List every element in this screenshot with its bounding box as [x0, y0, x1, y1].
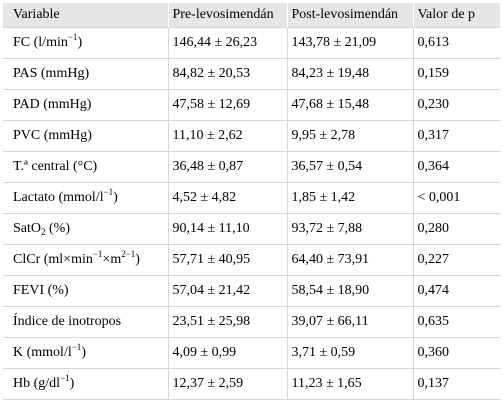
cell-variable: K (mmol/l−1): [3, 337, 168, 369]
cell-p-value: 0,137: [412, 368, 500, 400]
cell-pre: 47,58 ± 12,69: [167, 89, 287, 121]
cell-variable: FEVI (%): [3, 275, 168, 307]
variable-sub: 2: [41, 227, 46, 237]
cell-pre: 57,04 ± 21,42: [167, 275, 287, 307]
cell-pre: 4,09 ± 0,99: [167, 337, 287, 369]
table-row: FEVI (%) 57,04 ± 21,42 58,54 ± 18,90 0,474: [3, 275, 500, 307]
variable-after: ): [113, 190, 118, 205]
data-table: Variable Pre-levosimendán Post-levosimen…: [3, 3, 500, 400]
cell-pre: 12,37 ± 2,59: [167, 368, 287, 400]
variable-text: K (mmol/l: [13, 345, 72, 360]
variable-sup: −1: [103, 187, 114, 197]
cell-variable: ClCr (ml×min−1×m2−1): [3, 244, 168, 276]
variable-text: Lactato (mmol/l: [13, 190, 104, 205]
cell-p-value: 0,230: [412, 89, 500, 121]
table-row: K (mmol/l−1) 4,09 ± 0,99 3,71 ± 0,59 0,360: [3, 337, 500, 369]
variable-after: ): [77, 35, 83, 50]
cell-variable: Índice de inotropos: [3, 306, 168, 338]
cell-p-value: 0,227: [412, 244, 500, 276]
cell-pre: 84,82 ± 20,53: [167, 58, 287, 90]
variable-sup: −1: [67, 32, 78, 42]
table-row: ClCr (ml×min−1×m2−1) 57,71 ± 40,95 64,40 ±…: [3, 244, 500, 276]
cell-variable: PVC (mmHg): [3, 120, 168, 152]
header-post: Post-levosimendán: [286, 3, 413, 28]
variable-sup: −1: [92, 249, 103, 259]
cell-variable: T.ª central (°C): [3, 151, 168, 183]
variable-text: Índice de inotropos: [13, 314, 122, 329]
cell-p-value: 0,474: [412, 275, 500, 307]
variable-sup: −1: [60, 373, 70, 383]
cell-p-value: 0,364: [412, 151, 500, 183]
cell-post: 1,85 ± 1,42: [286, 182, 413, 214]
cell-variable: Lactato (mmol/l−1): [3, 182, 168, 214]
cell-p-value: < 0,001: [412, 182, 500, 214]
cell-post: 36,57 ± 0,54: [286, 151, 413, 183]
variable-sup2: 2−1: [121, 249, 136, 259]
cell-pre: 146,44 ± 26,23: [167, 27, 287, 59]
cell-p-value: 0,360: [412, 337, 500, 369]
cell-post: 39,07 ± 66,11: [286, 306, 413, 338]
table-body: FC (l/min−1) 146,44 ± 26,23 143,78 ± 21,09…: [3, 27, 500, 400]
variable-text: FEVI (%): [13, 283, 69, 298]
cell-pre: 23,51 ± 25,98: [167, 306, 287, 338]
cell-p-value: 0,635: [412, 306, 500, 338]
cell-post: 84,23 ± 19,48: [286, 58, 413, 90]
cell-post: 11,23 ± 1,65: [286, 368, 413, 400]
cell-post: 64,40 ± 73,91: [286, 244, 413, 276]
cell-p-value: 0,159: [412, 58, 500, 90]
cell-pre: 11,10 ± 2,62: [167, 120, 287, 152]
cell-pre: 4,52 ± 4,82: [167, 182, 287, 214]
variable-text: PVC (mmHg): [13, 128, 92, 143]
table-row: Hb (g/dl−1) 12,37 ± 2,59 11,23 ± 1,65 0,137: [3, 368, 500, 400]
cell-pre: 36,48 ± 0,87: [167, 151, 287, 183]
cell-variable: PAS (mmHg): [3, 58, 168, 90]
variable-after: (%): [45, 221, 70, 236]
variable-after: ): [135, 252, 140, 267]
cell-p-value: 0,613: [412, 27, 500, 59]
cell-p-value: 0,280: [412, 213, 500, 245]
cell-variable: Hb (g/dl−1): [3, 368, 168, 400]
cell-post: 58,54 ± 18,90: [286, 275, 413, 307]
cell-variable: SatO2 (%): [3, 213, 168, 245]
table-header: Variable Pre-levosimendán Post-levosimen…: [3, 3, 500, 28]
table-row: T.ª central (°C) 36,48 ± 0,87 36,57 ± 0,54…: [3, 151, 500, 183]
cell-post: 93,72 ± 7,88: [286, 213, 413, 245]
variable-text: Hb (g/dl: [13, 376, 61, 391]
cell-pre: 57,71 ± 40,95: [167, 244, 287, 276]
variable-after: ): [81, 345, 86, 360]
table-row: SatO2 (%) 90,14 ± 11,10 93,72 ± 7,88 0,280: [3, 213, 500, 245]
cell-variable: PAD (mmHg): [3, 89, 168, 121]
cell-variable: FC (l/min−1): [3, 27, 168, 59]
cell-post: 143,78 ± 21,09: [286, 27, 413, 59]
cell-pre: 90,14 ± 11,10: [167, 213, 287, 245]
table-row: Lactato (mmol/l−1) 4,52 ± 4,82 1,85 ± 1,42…: [3, 182, 500, 214]
variable-text: T.ª central (°C): [13, 159, 98, 174]
cell-post: 3,71 ± 0,59: [286, 337, 413, 369]
header-row: Variable Pre-levosimendán Post-levosimen…: [3, 3, 500, 28]
variable-text: PAS (mmHg): [13, 66, 90, 81]
cell-p-value: 0,317: [412, 120, 500, 152]
table-row: Índice de inotropos 23,51 ± 25,98 39,07 ± …: [3, 306, 500, 338]
table-row: PAS (mmHg) 84,82 ± 20,53 84,23 ± 19,48 0,15…: [3, 58, 500, 90]
table-row: PAD (mmHg) 47,58 ± 12,69 47,68 ± 15,48 0,23…: [3, 89, 500, 121]
header-variable: Variable: [3, 3, 168, 28]
table-row: PVC (mmHg) 11,10 ± 2,62 9,95 ± 2,78 0,317: [3, 120, 500, 152]
header-p-value: Valor de p: [412, 3, 500, 28]
variable-sup: −1: [71, 342, 82, 352]
variable-text: FC (l/min: [13, 35, 68, 50]
variable-text: ClCr (ml×min: [13, 252, 93, 267]
variable-after: ): [69, 376, 75, 391]
variable-text: PAD (mmHg): [13, 97, 92, 112]
header-pre: Pre-levosimendán: [167, 3, 287, 28]
variable-mid: ×m: [102, 252, 122, 267]
cell-post: 47,68 ± 15,48: [286, 89, 413, 121]
table-row: FC (l/min−1) 146,44 ± 26,23 143,78 ± 21,09…: [3, 27, 500, 59]
cell-post: 9,95 ± 2,78: [286, 120, 413, 152]
variable-text: SatO: [13, 221, 41, 236]
